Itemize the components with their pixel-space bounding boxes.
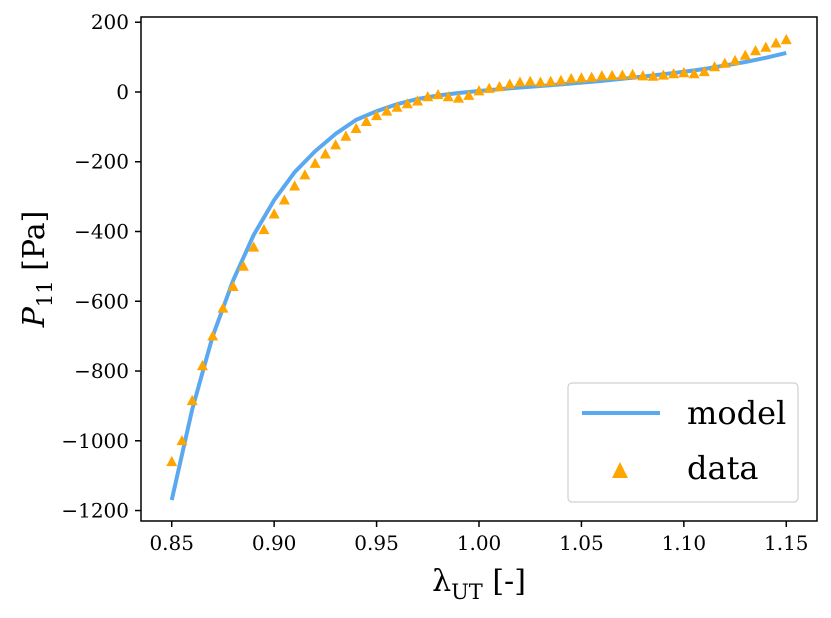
- data-point: [227, 280, 239, 292]
- y-tick-label: −1200: [61, 499, 129, 523]
- data-point: [647, 70, 659, 81]
- data-point: [616, 69, 628, 80]
- data-point: [258, 223, 270, 235]
- data-point: [166, 455, 178, 467]
- data-point: [678, 67, 690, 78]
- data-point: [463, 89, 475, 100]
- x-axis-title: λUT [-]: [432, 564, 526, 604]
- data-point: [453, 92, 465, 103]
- data-point: [391, 101, 403, 112]
- data-point: [750, 45, 762, 56]
- data-point: [729, 54, 741, 65]
- y-tick-label: −600: [74, 289, 129, 313]
- data-point: [207, 330, 219, 341]
- legend-data-label: data: [687, 449, 759, 487]
- plot-content: [166, 33, 792, 501]
- x-axis-title-symbol: λ: [432, 564, 451, 599]
- data-point: [309, 157, 321, 168]
- data-point: [340, 130, 352, 141]
- x-tick-label: 0.85: [149, 531, 194, 555]
- data-point: [637, 70, 649, 81]
- x-axis-ticks: 0.85 0.90 0.95 1.00 1.05 1.10 1.15: [149, 521, 809, 555]
- data-point: [412, 95, 424, 106]
- data-point: [596, 70, 608, 81]
- y-axis-title-symbol: P: [17, 306, 52, 328]
- data-point: [493, 80, 505, 92]
- x-tick-label: 0.90: [252, 531, 297, 555]
- y-tick-label: −400: [74, 220, 129, 244]
- data-point: [780, 33, 792, 45]
- data-point: [668, 68, 680, 79]
- data-point: [268, 208, 280, 219]
- y-axis-title-unit: [Pa]: [17, 211, 52, 281]
- data-point: [739, 49, 751, 60]
- y-tick-label: −800: [74, 359, 129, 383]
- data-point: [432, 89, 444, 100]
- data-point: [709, 61, 721, 72]
- x-axis-title-unit: [-]: [483, 564, 526, 599]
- data-point: [422, 91, 434, 102]
- data-point: [186, 394, 198, 406]
- data-point: [237, 260, 249, 271]
- data-point: [299, 169, 311, 180]
- data-point: [401, 98, 413, 109]
- y-tick-label: −1000: [61, 429, 129, 453]
- data-point: [627, 68, 639, 79]
- y-tick-label: 200: [91, 10, 129, 34]
- x-tick-label: 0.95: [354, 531, 399, 555]
- x-tick-label: 1.10: [662, 531, 707, 555]
- data-point: [483, 82, 495, 93]
- y-axis-title-subscript: 11: [33, 280, 57, 307]
- x-tick-label: 1.00: [457, 531, 502, 555]
- data-point: [289, 180, 301, 191]
- y-axis-title: P11 [Pa]: [17, 211, 57, 329]
- data-point: [330, 139, 342, 150]
- data-point: [524, 75, 536, 86]
- data-point: [473, 85, 485, 96]
- data-point: [278, 194, 290, 205]
- data-point: [698, 65, 710, 77]
- y-tick-label: −200: [74, 150, 129, 174]
- y-tick-label: 0: [116, 80, 129, 104]
- data-point: [371, 109, 383, 121]
- data-point: [688, 68, 700, 79]
- data-point: [606, 69, 618, 80]
- data-point: [504, 78, 516, 89]
- data-point: [575, 72, 587, 83]
- x-axis-title-subscript: UT: [451, 580, 483, 604]
- data-point: [760, 41, 772, 52]
- data-point: [442, 91, 454, 102]
- data-point: [534, 76, 546, 87]
- data-point: [657, 69, 669, 80]
- data-point: [514, 76, 526, 87]
- legend: model data: [567, 382, 799, 503]
- data-point: [248, 241, 260, 252]
- data-point: [545, 75, 557, 86]
- data-point: [381, 105, 393, 116]
- data-point: [770, 37, 782, 48]
- data-point: [555, 74, 567, 85]
- data-point: [360, 115, 372, 127]
- data-point: [319, 148, 331, 159]
- data-point: [196, 360, 208, 371]
- data-point: [586, 71, 598, 82]
- legend-data-swatch: [612, 462, 628, 478]
- y-axis-ticks: 200 0 −200 −400 −600 −800 −1000 −1200: [61, 10, 141, 523]
- data-point: [176, 435, 188, 446]
- legend-model-label: model: [687, 394, 786, 432]
- data-point: [217, 302, 229, 313]
- data-point: [350, 122, 362, 134]
- x-tick-label: 1.15: [764, 531, 809, 555]
- x-tick-label: 1.05: [559, 531, 604, 555]
- data-point: [719, 57, 731, 68]
- data-point: [565, 72, 577, 84]
